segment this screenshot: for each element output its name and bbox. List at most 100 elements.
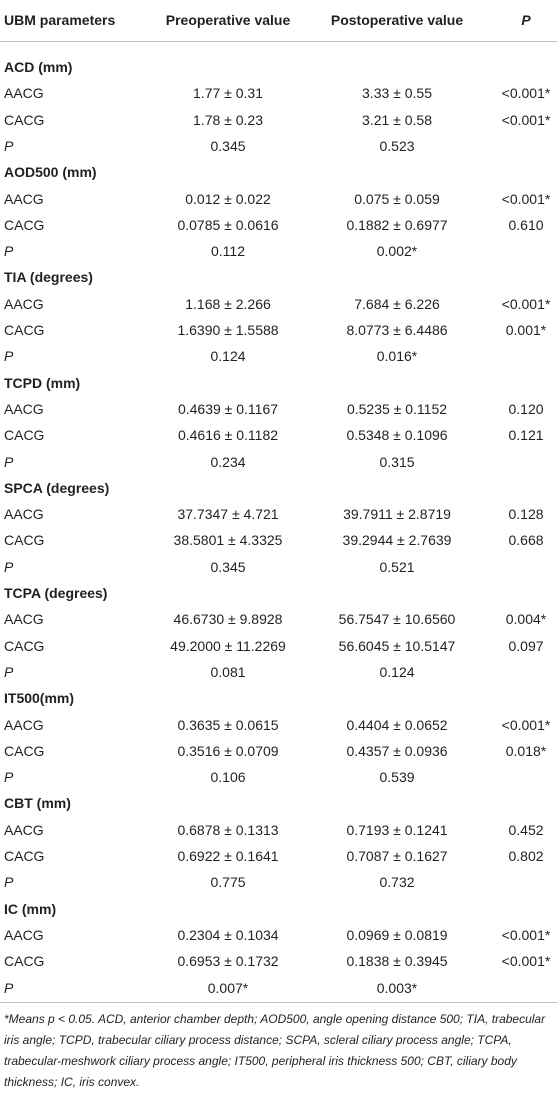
section-title: ACD (mm) xyxy=(4,59,73,75)
row-label: CACG xyxy=(4,742,45,759)
value-cell: 0.0785 ± 0.0616 xyxy=(177,216,279,233)
value-cell: <0.001* xyxy=(501,190,551,207)
column-header: P xyxy=(521,12,531,28)
value-cell: 0.124 xyxy=(210,348,246,365)
row-label: CACG xyxy=(4,637,45,654)
value-cell: 0.6922 ± 0.1641 xyxy=(177,848,279,864)
value-cell: 0.1838 ± 0.3945 xyxy=(346,953,448,970)
value-cell: 0.668 xyxy=(508,532,544,549)
column-header: Postoperative value xyxy=(330,12,464,28)
value-cell: 46.6730 ± 9.8928 xyxy=(173,611,283,628)
value-cell: 0.452 xyxy=(508,821,544,838)
row-label: CACG xyxy=(4,322,45,338)
section-title: IC (mm) xyxy=(4,900,57,917)
value-cell: 0.106 xyxy=(210,769,246,786)
row-label: AACG xyxy=(4,926,44,943)
row-label: P xyxy=(4,348,14,365)
value-cell: 0.002* xyxy=(376,243,418,260)
value-cell: 0.234 xyxy=(210,453,246,470)
value-cell: <0.001* xyxy=(501,85,551,102)
value-cell: 0.097 xyxy=(508,637,544,654)
value-cell: 0.4357 ± 0.0936 xyxy=(346,742,448,759)
value-cell: 0.610 xyxy=(508,216,544,233)
value-cell: 3.21 ± 0.58 xyxy=(362,111,432,128)
value-cell: 0.521 xyxy=(379,558,415,575)
value-cell: 7.684 ± 6.226 xyxy=(354,295,440,312)
value-cell: 0.732 xyxy=(379,874,415,891)
section-title: IT500(mm) xyxy=(4,690,75,707)
value-cell: 49.2000 ± 11.2269 xyxy=(170,637,286,654)
row-label: P xyxy=(4,874,14,891)
row-label: AACG xyxy=(4,190,44,207)
section-title: TCPD (mm) xyxy=(4,374,81,391)
footnote: *Means p < 0.05. ACD, anterior chamber d… xyxy=(4,1012,546,1089)
row-label: P xyxy=(4,137,14,154)
value-cell: 1.77 ± 0.31 xyxy=(193,85,263,102)
value-cell: 0.003* xyxy=(376,979,418,996)
row-label: AACG xyxy=(4,85,44,102)
row-label: CACG xyxy=(4,532,45,549)
value-cell: 0.4404 ± 0.0652 xyxy=(346,716,448,733)
value-cell: 37.7347 ± 4.721 xyxy=(177,506,279,523)
value-cell: 0.004* xyxy=(505,611,547,628)
value-cell: 0.345 xyxy=(210,137,246,154)
value-cell: 0.6878 ± 0.1313 xyxy=(177,821,279,838)
value-cell: 0.016* xyxy=(376,348,418,365)
value-cell: 0.128 xyxy=(508,506,544,523)
value-cell: 0.112 xyxy=(211,243,245,260)
value-cell: 56.6045 ± 10.5147 xyxy=(338,637,456,654)
value-cell: 39.2944 ± 2.7639 xyxy=(342,532,452,549)
row-label: P xyxy=(4,769,14,786)
row-label: CACG xyxy=(4,848,45,864)
value-cell: 0.3635 ± 0.0615 xyxy=(177,716,279,733)
value-cell: <0.001* xyxy=(501,953,551,970)
value-cell: 1.168 ± 2.266 xyxy=(185,295,271,312)
value-cell: 8.0773 ± 6.4486 xyxy=(346,322,448,338)
section-title: AOD500 (mm) xyxy=(4,164,97,181)
row-label: P xyxy=(4,663,14,680)
value-cell: 0.315 xyxy=(379,453,415,470)
value-cell: 0.075 ± 0.059 xyxy=(354,190,440,207)
value-cell: 0.081 xyxy=(210,663,246,680)
row-label: AACG xyxy=(4,400,44,417)
value-cell: 0.523 xyxy=(379,137,415,154)
section-title: SPCA (degrees) xyxy=(4,479,110,496)
row-label: CACG xyxy=(4,427,45,444)
value-cell: 0.001* xyxy=(505,322,547,338)
value-cell: 0.018* xyxy=(505,742,547,759)
value-cell: 0.2304 ± 0.1034 xyxy=(177,926,279,943)
value-cell: 0.4616 ± 0.1182 xyxy=(177,427,279,444)
section-title: TIA (degrees) xyxy=(4,269,93,286)
value-cell: 0.5348 ± 0.1096 xyxy=(346,427,448,444)
value-cell: 0.775 xyxy=(210,874,246,891)
value-cell: 0.802 xyxy=(508,848,544,864)
row-label: P xyxy=(4,979,14,996)
row-label: AACG xyxy=(4,506,44,523)
value-cell: <0.001* xyxy=(501,926,551,943)
row-label: AACG xyxy=(4,821,44,838)
value-cell: 0.0969 ± 0.0819 xyxy=(346,926,448,943)
row-label: CACG xyxy=(4,953,45,970)
section-title: TCPA (degrees) xyxy=(4,585,108,601)
value-cell: <0.001* xyxy=(501,295,551,312)
value-cell: <0.001* xyxy=(501,716,551,733)
value-cell: 39.7911 ± 2.8719 xyxy=(343,506,451,523)
value-cell: 0.120 xyxy=(508,400,544,417)
row-label: P xyxy=(4,453,14,470)
row-label: P xyxy=(4,243,14,260)
value-cell: 0.121 xyxy=(508,427,544,444)
value-cell: 0.7087 ± 0.1627 xyxy=(346,848,448,864)
value-cell: 3.33 ± 0.55 xyxy=(362,85,432,102)
row-label: AACG xyxy=(4,611,44,628)
row-label: CACG xyxy=(4,111,45,128)
value-cell: 38.5801 ± 4.3325 xyxy=(173,532,283,549)
value-cell: 0.7193 ± 0.1241 xyxy=(346,821,448,838)
row-label: AACG xyxy=(4,295,44,312)
value-cell: 0.6953 ± 0.1732 xyxy=(177,953,279,970)
bottom-rule xyxy=(0,1002,557,1003)
row-label: P xyxy=(4,558,14,575)
section-title: CBT (mm) xyxy=(4,795,71,812)
value-cell: 0.5235 ± 0.1152 xyxy=(346,400,448,417)
value-cell: 0.3516 ± 0.0709 xyxy=(177,742,279,759)
